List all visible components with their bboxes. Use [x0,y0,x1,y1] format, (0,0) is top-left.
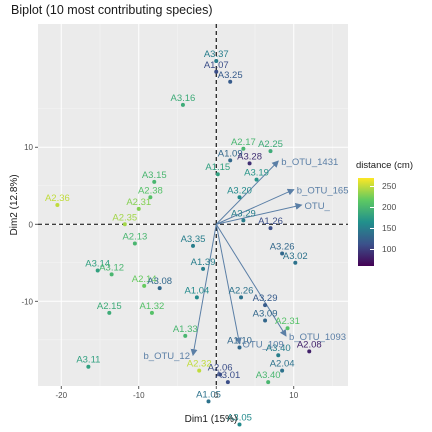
sample-label: A3.16 [171,93,196,104]
sample-label: A1.04 [184,285,209,296]
sample-label: A3.11 [76,355,100,366]
species-arrow-label: OTU_109 [243,340,284,351]
sample-label: A3.15 [142,170,167,181]
sample-label: A3.19 [244,168,269,179]
sample-label: A1.33 [173,324,198,335]
legend-tick-mark [370,186,374,187]
sample-label: A2.04 [270,359,295,370]
sample-label: A3.29 [253,293,278,304]
sample-label: A2.38 [138,185,163,196]
y-tick-label: 10 [24,143,33,152]
sample-label: A3.12 [99,262,124,273]
legend-tick-label: 250 [382,181,396,191]
sample-label: A2.13 [122,232,147,243]
x-tick-label: -10 [133,391,145,400]
sample-label: A2.31 [275,316,300,327]
sample-label: A3.35 [181,234,206,245]
legend-tick-label: 100 [382,244,396,254]
legend-tick-label: 150 [382,223,396,233]
legend-tick-mark [370,228,374,229]
legend-tick-mark [370,249,374,250]
sample-label: A3.02 [283,251,308,262]
sample-label: A3.09 [253,309,278,320]
x-tick-label: -20 [55,391,67,400]
species-arrow-label: b_OTU_1431 [281,157,338,168]
colorbar-gradient [358,178,374,266]
y-tick-label: -10 [21,297,33,306]
sample-label: A1.15 [205,162,230,173]
species-arrow-label: b_OTU_12 [144,351,190,362]
sample-label: A3.01 [215,370,240,381]
legend-tick-mark [370,207,374,208]
y-axis-title: Dim2 (12.8%) [9,174,20,235]
sample-label: A1.39 [191,257,216,268]
species-arrow-label: b_OTU_1093 [289,332,346,343]
sample-label: A2.36 [45,193,70,204]
sample-label: A2.15 [97,301,122,312]
sample-label: A3.08 [147,276,172,287]
sample-label: A2.35 [112,212,137,223]
sample-label: A2.17 [231,137,256,148]
sample-label: A3.28 [237,151,262,162]
sample-label: A3.37 [204,49,229,60]
sample-label: A2.26 [229,285,254,296]
sample-label: A3.29 [231,208,256,219]
sample-label: A3.25 [218,70,243,81]
species-arrow-label: OTU_ [305,201,331,212]
sample-label: A1.26 [258,216,283,227]
sample-label: A3.20 [227,185,252,196]
y-tick-label: 0 [29,220,34,229]
x-tick-label: 0 [214,391,219,400]
sample-label: A2.31 [126,197,151,208]
species-arrow-label: b_OTU_165 [297,186,349,197]
legend-title: distance (cm) [356,160,413,171]
x-axis-title: Dim1 (15%) [38,414,384,425]
sample-label: A2.25 [258,139,283,150]
legend-tick-label: 200 [382,202,396,212]
sample-label: A2.32 [187,359,212,370]
sample-label: A3.40 [256,370,281,381]
x-tick-label: 10 [289,391,298,400]
sample-label: A1.32 [140,301,165,312]
colorbar-legend: distance (cm) 100 150 200 250 [356,160,430,270]
